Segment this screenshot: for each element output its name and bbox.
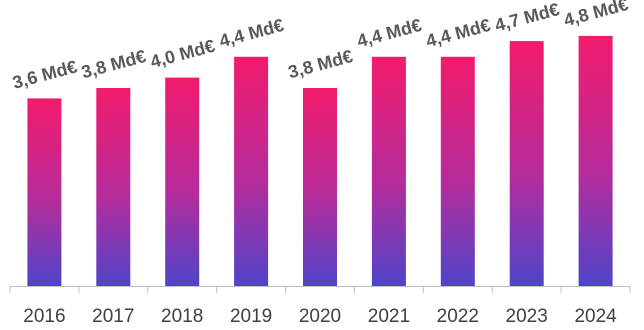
bar-2017	[96, 88, 131, 286]
bar-2016	[27, 98, 62, 287]
x-tick-label-2016: 2016	[23, 306, 65, 327]
bar-2019	[234, 56, 269, 286]
data-label-2022: 4,4 Md€	[424, 15, 493, 51]
data-label-2017: 3,8 Md€	[79, 46, 148, 82]
data-label-2019: 4,4 Md€	[217, 15, 286, 51]
x-tick-label-2021: 2021	[368, 306, 410, 327]
data-label-2021: 4,4 Md€	[355, 15, 424, 51]
data-label-2024: 4,8 Md€	[562, 0, 631, 30]
bar-2018	[165, 77, 200, 286]
bar-2020	[303, 88, 337, 286]
bar-2024	[578, 35, 613, 287]
x-tick-label-2023: 2023	[506, 306, 548, 327]
data-label-2023: 4,7 Md€	[493, 0, 562, 36]
data-label-2020: 3,8 Md€	[286, 46, 355, 82]
x-tick-label-2022: 2022	[437, 306, 479, 327]
bar-2023	[509, 41, 544, 286]
data-label-2016: 3,6 Md€	[10, 56, 79, 92]
x-tick-label-2018: 2018	[161, 306, 203, 327]
bar-2021	[371, 56, 406, 286]
x-tick-label-2024: 2024	[574, 306, 617, 327]
x-tick-label-2020: 2020	[299, 306, 341, 327]
data-label-2018: 4,0 Md€	[148, 36, 217, 72]
bar-2022	[440, 56, 475, 286]
x-tick-label-2017: 2017	[92, 306, 134, 327]
x-tick-label-2019: 2019	[230, 306, 272, 327]
